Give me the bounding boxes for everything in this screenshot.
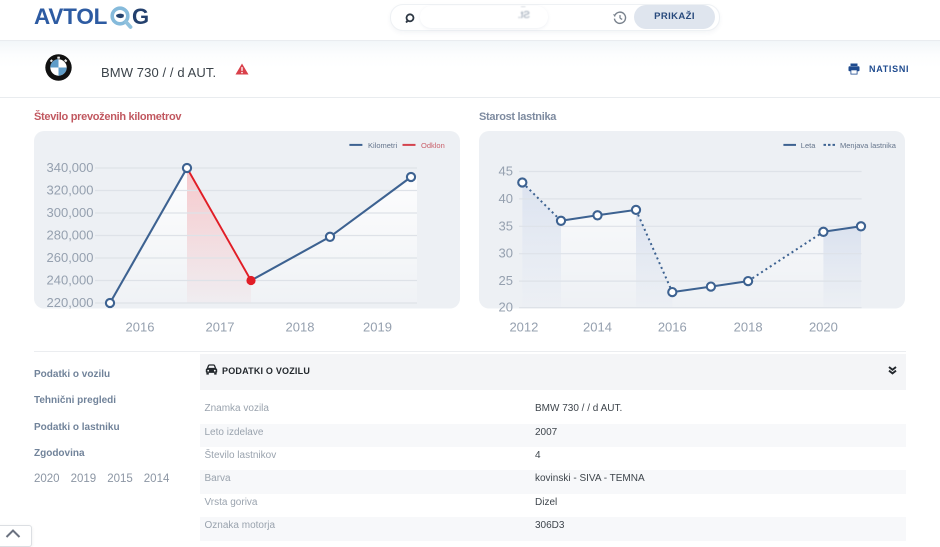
svg-text:260,000: 260,000 — [47, 250, 94, 265]
svg-text:25: 25 — [499, 273, 513, 288]
svg-text:Odklon: Odklon — [421, 141, 445, 150]
svg-text:280,000: 280,000 — [47, 228, 94, 243]
svg-text:35: 35 — [499, 218, 513, 233]
svg-text:2020: 2020 — [809, 319, 838, 334]
svg-text:2019: 2019 — [363, 319, 392, 334]
svg-text:2016: 2016 — [658, 319, 687, 334]
svg-text:2014: 2014 — [583, 319, 612, 334]
svg-text:30: 30 — [499, 246, 513, 261]
svg-text:40: 40 — [499, 191, 513, 206]
svg-text:Menjava lastnika: Menjava lastnika — [840, 141, 897, 150]
svg-text:2016: 2016 — [126, 319, 155, 334]
svg-text:20: 20 — [499, 300, 513, 315]
svg-text:2012: 2012 — [509, 319, 538, 334]
svg-text:240,000: 240,000 — [47, 273, 94, 288]
svg-text:45: 45 — [499, 164, 513, 179]
svg-text:320,000: 320,000 — [47, 183, 94, 198]
svg-text:2018: 2018 — [286, 319, 315, 334]
svg-text:300,000: 300,000 — [47, 205, 94, 220]
svg-text:Leta: Leta — [801, 141, 816, 150]
svg-text:340,000: 340,000 — [47, 160, 94, 175]
svg-text:220,000: 220,000 — [47, 295, 94, 310]
svg-text:Kilometri: Kilometri — [368, 141, 398, 150]
svg-text:2017: 2017 — [206, 319, 235, 334]
svg-text:2018: 2018 — [734, 319, 763, 334]
